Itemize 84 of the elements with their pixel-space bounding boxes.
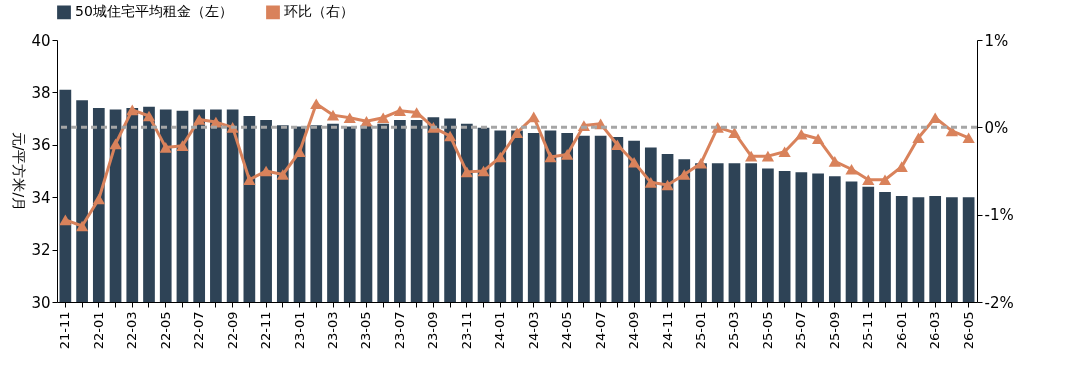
point [259,165,273,177]
y-tick-label: 30 [31,293,51,312]
point [745,150,758,162]
x-tick-label: 25-05 [759,311,775,350]
point [59,214,72,226]
point [243,174,256,186]
x-tick-label: 24-11 [659,311,675,350]
point [828,156,841,167]
x-tick-label: 23-03 [325,311,340,350]
point [661,179,674,191]
x-tick-label: 24-03 [525,311,541,350]
point [627,156,641,168]
x-tick-label: 24-05 [559,311,575,350]
point [510,127,524,138]
x-tick-label: 23-09 [425,311,441,350]
point [795,129,808,140]
point [326,109,340,121]
point [561,149,574,160]
x-tick-label: 22-09 [224,311,240,350]
y2-tick-label: -2% [984,293,1014,312]
y-tick-label: 32 [31,241,51,260]
point [460,166,473,178]
point [761,150,775,162]
point [862,174,875,186]
point [176,140,189,151]
x-tick-label: 22-01 [90,311,106,350]
y2-tick-label: -1% [984,206,1014,225]
point [377,112,390,124]
legend-label: 50城住宅平均租金（左） [75,3,233,20]
point [694,157,708,169]
x-tick-label: 26-05 [960,311,976,350]
point [811,133,825,144]
y-tick-label: 34 [31,188,51,207]
point [109,138,122,150]
x-tick-label: 23-11 [458,311,474,350]
y-tick-label: 38 [31,83,51,102]
point [310,98,323,110]
point [75,220,89,232]
x-tick-label: 26-01 [893,311,909,350]
y-tick-label: 36 [31,136,51,155]
x-tick-label: 22-03 [124,311,140,350]
x-tick-label: 23-01 [291,311,307,350]
point [544,151,557,163]
point [126,104,139,116]
y2-tick-label: 1% [984,31,1009,50]
x-tick-label: 25-11 [860,311,876,350]
x-tick-label: 21-11 [57,311,73,350]
point [728,127,741,138]
point [912,132,925,144]
x-tick-label: 25-03 [726,311,742,350]
point [142,110,156,122]
point [962,132,975,144]
x-tick-label: 23-07 [391,311,407,350]
point [92,193,105,205]
x-tick-label: 24-07 [592,311,608,350]
x-tick-label: 22-07 [191,311,207,350]
point [845,163,858,175]
x-tick-label: 24-09 [626,311,642,350]
point [393,105,407,117]
point [611,139,624,151]
x-tick-label: 22-05 [157,311,173,350]
point [477,165,490,177]
y-tick-label: 40 [31,31,51,50]
y2-tick-label: 0% [984,118,1009,137]
point [276,169,289,180]
x-tick-label: 25-07 [793,311,809,350]
point [778,146,791,158]
point [293,146,306,158]
point [443,130,457,142]
point [878,174,892,186]
y-axis-title: 元/平方米/月 [11,131,28,212]
x-tick-label: 24-01 [492,311,508,350]
point [193,114,206,125]
x-tick-label: 25-01 [693,311,708,350]
x-tick-label: 23-05 [358,311,374,350]
x-tick-label: 26-03 [927,311,943,350]
point [644,177,657,188]
x-tick-label: 25-09 [826,311,842,350]
point [678,169,691,180]
point [343,112,356,124]
point [494,151,507,163]
x-tick-label: 22-11 [258,311,274,350]
legend-label: 环比（右） [284,3,354,20]
point [159,142,172,153]
